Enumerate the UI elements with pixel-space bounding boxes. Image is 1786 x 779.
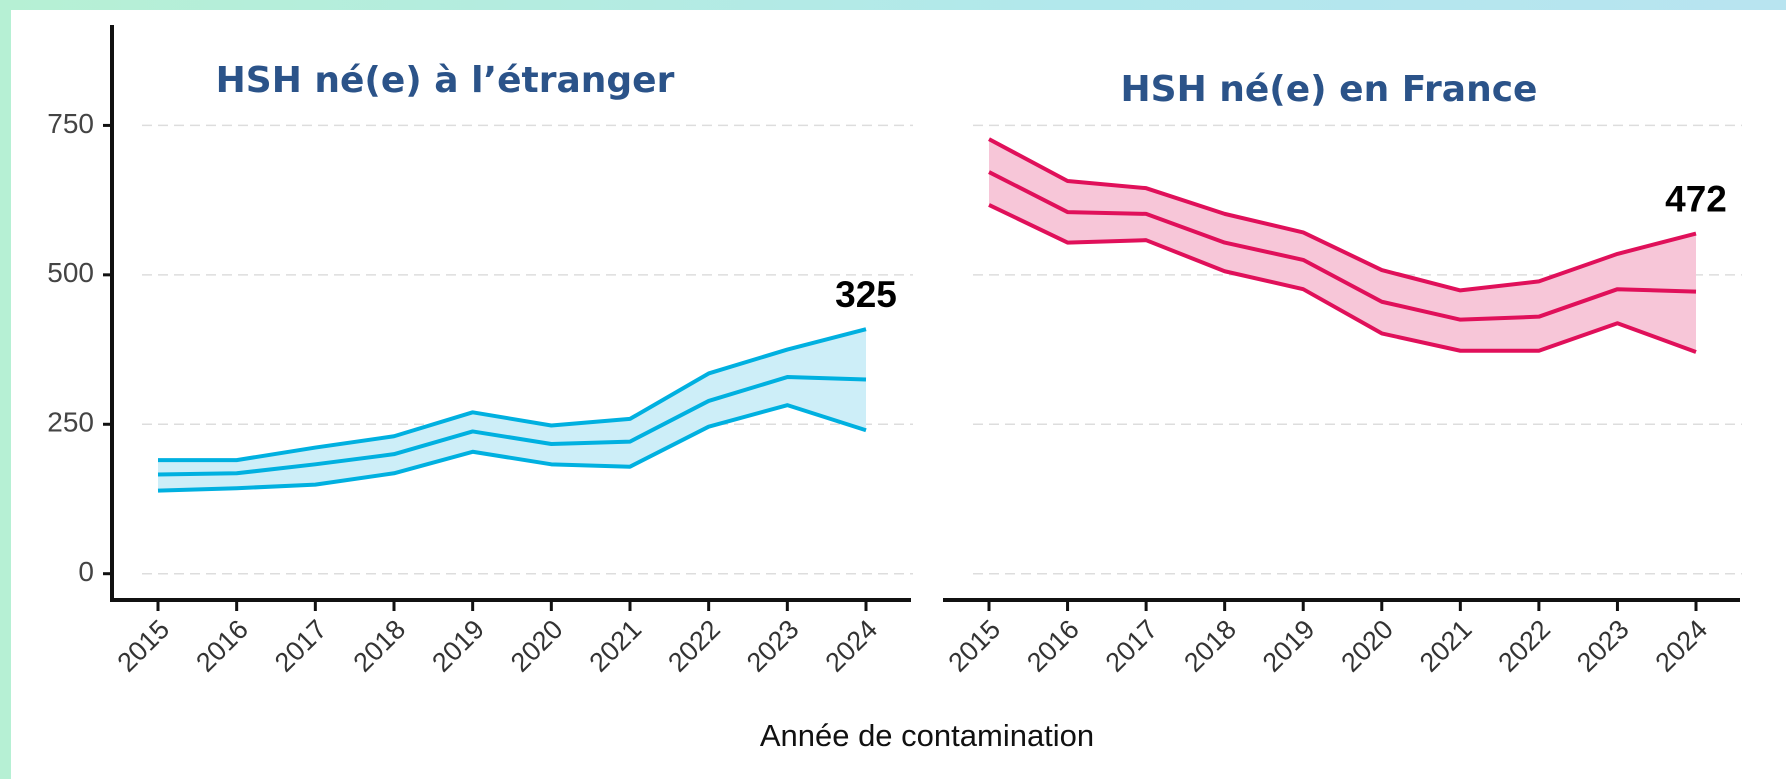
x-axis-label: Année de contamination — [760, 718, 1094, 753]
x-tick-label: 2024 — [820, 614, 884, 678]
x-tick-label: 2019 — [1257, 614, 1321, 678]
x-tick-label: 2017 — [1100, 614, 1164, 678]
y-tick-label: 250 — [47, 407, 94, 438]
confidence-band — [989, 139, 1696, 352]
x-tick-label: 2015 — [112, 614, 176, 678]
x-tick-label: 2024 — [1650, 614, 1714, 678]
x-tick-label: 2023 — [1571, 614, 1635, 678]
value-label: 472 — [1665, 178, 1727, 219]
x-tick-label: 2016 — [190, 614, 254, 678]
line — [988, 170, 1697, 322]
y-tick-label: 500 — [47, 257, 94, 288]
x-tick-label: 2022 — [662, 614, 726, 678]
y-tick-label: 750 — [47, 108, 94, 139]
frame — [11, 10, 1786, 779]
x-tick-label: 2015 — [943, 614, 1007, 678]
x-tick-label: 2022 — [1492, 614, 1556, 678]
x-tick-label: 2018 — [348, 614, 412, 678]
x-tick-label: 2018 — [1178, 614, 1242, 678]
band-edge — [157, 403, 867, 493]
x-tick-label: 2021 — [1414, 614, 1478, 678]
x-tick-label: 2017 — [269, 614, 333, 678]
value-label: 325 — [835, 274, 897, 315]
band-edge — [988, 137, 1697, 293]
panel-title: HSH né(e) à l’étranger — [216, 60, 675, 101]
band-edge — [988, 203, 1697, 354]
panel-title: HSH né(e) en France — [1121, 69, 1538, 110]
x-tick-label: 2021 — [584, 614, 648, 678]
confidence-band — [158, 329, 866, 491]
x-tick-label: 2019 — [426, 614, 490, 678]
band-edge — [158, 327, 867, 463]
x-tick-label: 2020 — [505, 614, 569, 678]
line — [157, 375, 867, 477]
x-tick-label: 2020 — [1335, 614, 1399, 678]
x-tick-label: 2023 — [741, 614, 805, 678]
y-tick-label: 0 — [78, 556, 94, 587]
x-tick-label: 2016 — [1021, 614, 1085, 678]
